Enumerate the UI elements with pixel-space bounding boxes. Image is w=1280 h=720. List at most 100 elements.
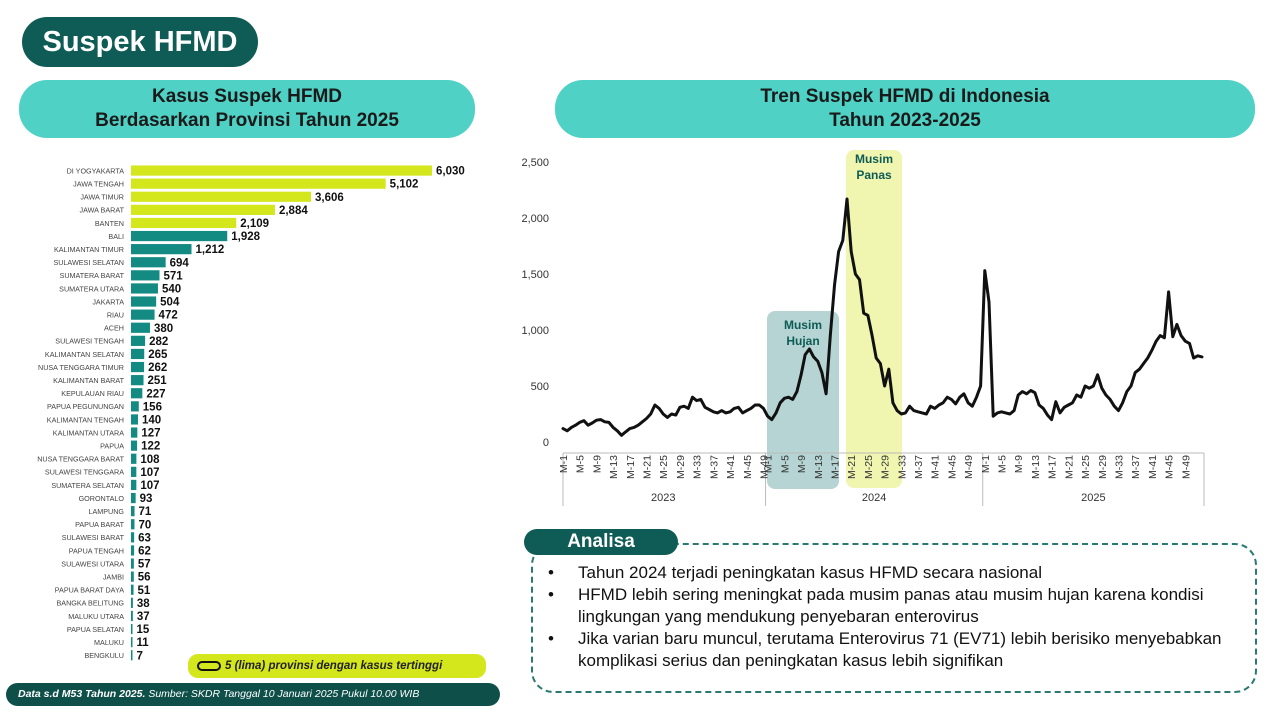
bar [131, 545, 135, 556]
bar-category-label: BALI [108, 232, 124, 241]
x-tick-label: M-25 [658, 455, 670, 479]
x-tick-label: M-17 [625, 455, 637, 479]
bar-category-label: JAMBI [103, 572, 124, 581]
bar-category-label: SUMATERA BARAT [60, 271, 125, 280]
analysis-box [531, 543, 1257, 693]
x-tick-label: M-29 [880, 455, 892, 479]
bar [131, 283, 158, 294]
bar [131, 296, 157, 307]
bar-category-label: KEPULAUAN RIAU [61, 389, 124, 398]
footer-source: Sumber: SKDR Tanggal 10 Januari 2025 Puk… [145, 688, 420, 700]
analysis-list: Tahun 2024 terjadi peningkatan kasus HFM… [548, 562, 1248, 672]
x-tick-label: M-45 [1164, 455, 1176, 479]
footer-bold: Data s.d M53 Tahun 2025. [18, 688, 146, 700]
summer-season-band [846, 150, 902, 488]
x-tick-label: M-13 [1030, 455, 1042, 479]
bar [131, 244, 192, 255]
bar [131, 388, 143, 399]
bar-category-label: SUMATERA UTARA [59, 284, 124, 293]
bar [131, 650, 133, 661]
bar-value-label: 11 [137, 637, 150, 649]
x-tick-label: M-1 [763, 455, 775, 473]
bar-category-label: GORONTALO [79, 494, 125, 503]
bar-value-label: 107 [140, 467, 159, 479]
bar-value-label: 156 [143, 401, 162, 413]
bar [131, 532, 135, 543]
x-tick-label: M-17 [829, 455, 841, 479]
bar-category-label: KALIMANTAN SELATAN [45, 350, 124, 359]
bar-category-label: PAPUA BARAT [75, 520, 124, 529]
bar-value-label: 265 [148, 349, 168, 361]
bar-value-label: 122 [141, 441, 160, 453]
bar-category-label: PAPUA BARAT DAYA [55, 586, 124, 595]
bar-value-label: 62 [138, 545, 151, 557]
bar [131, 335, 146, 346]
bar-value-label: 108 [140, 454, 160, 466]
bar-value-label: 37 [137, 611, 150, 623]
x-tick-label: M-45 [742, 455, 754, 479]
x-tick-label: M-33 [896, 455, 908, 479]
bar-value-label: 262 [148, 362, 167, 374]
bar [131, 178, 386, 189]
bar-category-label: PAPUA TENGAH [69, 546, 124, 555]
bar-category-label: RIAU [107, 310, 124, 319]
bar-category-label: BENGKULU [84, 651, 124, 660]
bar-category-label: JAKARTA [92, 297, 124, 306]
bar-value-label: 472 [159, 310, 178, 322]
bar-category-label: PAPUA PEGUNUNGAN [47, 402, 124, 411]
bar-value-label: 127 [141, 428, 160, 440]
bar [131, 191, 312, 202]
bar-category-label: SULAWESI BARAT [62, 533, 125, 542]
bar-value-label: 70 [138, 519, 151, 531]
bar-value-label: 63 [138, 532, 151, 544]
bar [131, 519, 135, 530]
analysis-label: Analisa [524, 529, 678, 555]
rainy-season-band [767, 311, 839, 489]
x-tick-label: M-49 [963, 455, 975, 479]
x-tick-label: M-41 [930, 455, 942, 479]
bar [131, 571, 134, 582]
bar-category-label: PAPUA [100, 441, 124, 450]
bar-category-label: SULAWESI UTARA [61, 559, 124, 568]
bar [131, 427, 138, 438]
x-tick-label: M-25 [1080, 455, 1092, 479]
bar-value-label: 251 [148, 375, 168, 387]
x-tick-label: M-37 [913, 455, 925, 479]
bar-category-label: ACEH [104, 324, 124, 333]
bar [131, 401, 139, 412]
bar-value-label: 51 [138, 585, 151, 597]
bar [131, 492, 136, 504]
bar-category-label: MALUKU [94, 638, 124, 647]
bar-category-label: BANTEN [95, 219, 124, 228]
bar [131, 623, 133, 635]
bar [131, 375, 144, 386]
x-tick-label: M-21 [846, 455, 858, 479]
line-chart-title-line1: Tren Suspek HFMD di Indonesia [760, 86, 1050, 107]
bar-category-label: SULAWESI TENGGARA [45, 468, 124, 477]
bar-chart-title: Kasus Suspek HFMD Berdasarkan Provinsi T… [19, 80, 475, 138]
bar [131, 270, 160, 281]
y-tick-label: 2,500 [521, 157, 549, 169]
bar-chart-title-line1: Kasus Suspek HFMD [151, 86, 343, 107]
x-tick-label: M-33 [1113, 455, 1125, 479]
bar [131, 322, 150, 333]
bar [131, 309, 155, 320]
x-tick-label: M-13 [608, 455, 620, 479]
bar-category-label: JAWA TENGAH [73, 179, 124, 188]
x-tick-label: M-41 [1147, 455, 1159, 479]
bar-value-label: 3,606 [315, 192, 344, 204]
bar [131, 453, 137, 464]
x-tick-label: M-9 [1013, 455, 1025, 473]
bar-category-label: MALUKU UTARA [68, 612, 124, 621]
x-tick-label: M-1 [558, 455, 570, 473]
x-tick-label: M-41 [725, 455, 737, 479]
bar-value-label: 15 [137, 624, 150, 636]
bar-value-label: 140 [142, 414, 161, 426]
analysis-item: Jika varian baru muncul, terutama Entero… [548, 628, 1248, 672]
x-tick-label: M-45 [946, 455, 958, 479]
rainy-season-label: Musim [784, 318, 822, 332]
bar-value-label: 1,928 [231, 231, 260, 243]
year-label: 2023 [651, 492, 675, 504]
x-tick-label: M-29 [1097, 455, 1109, 479]
